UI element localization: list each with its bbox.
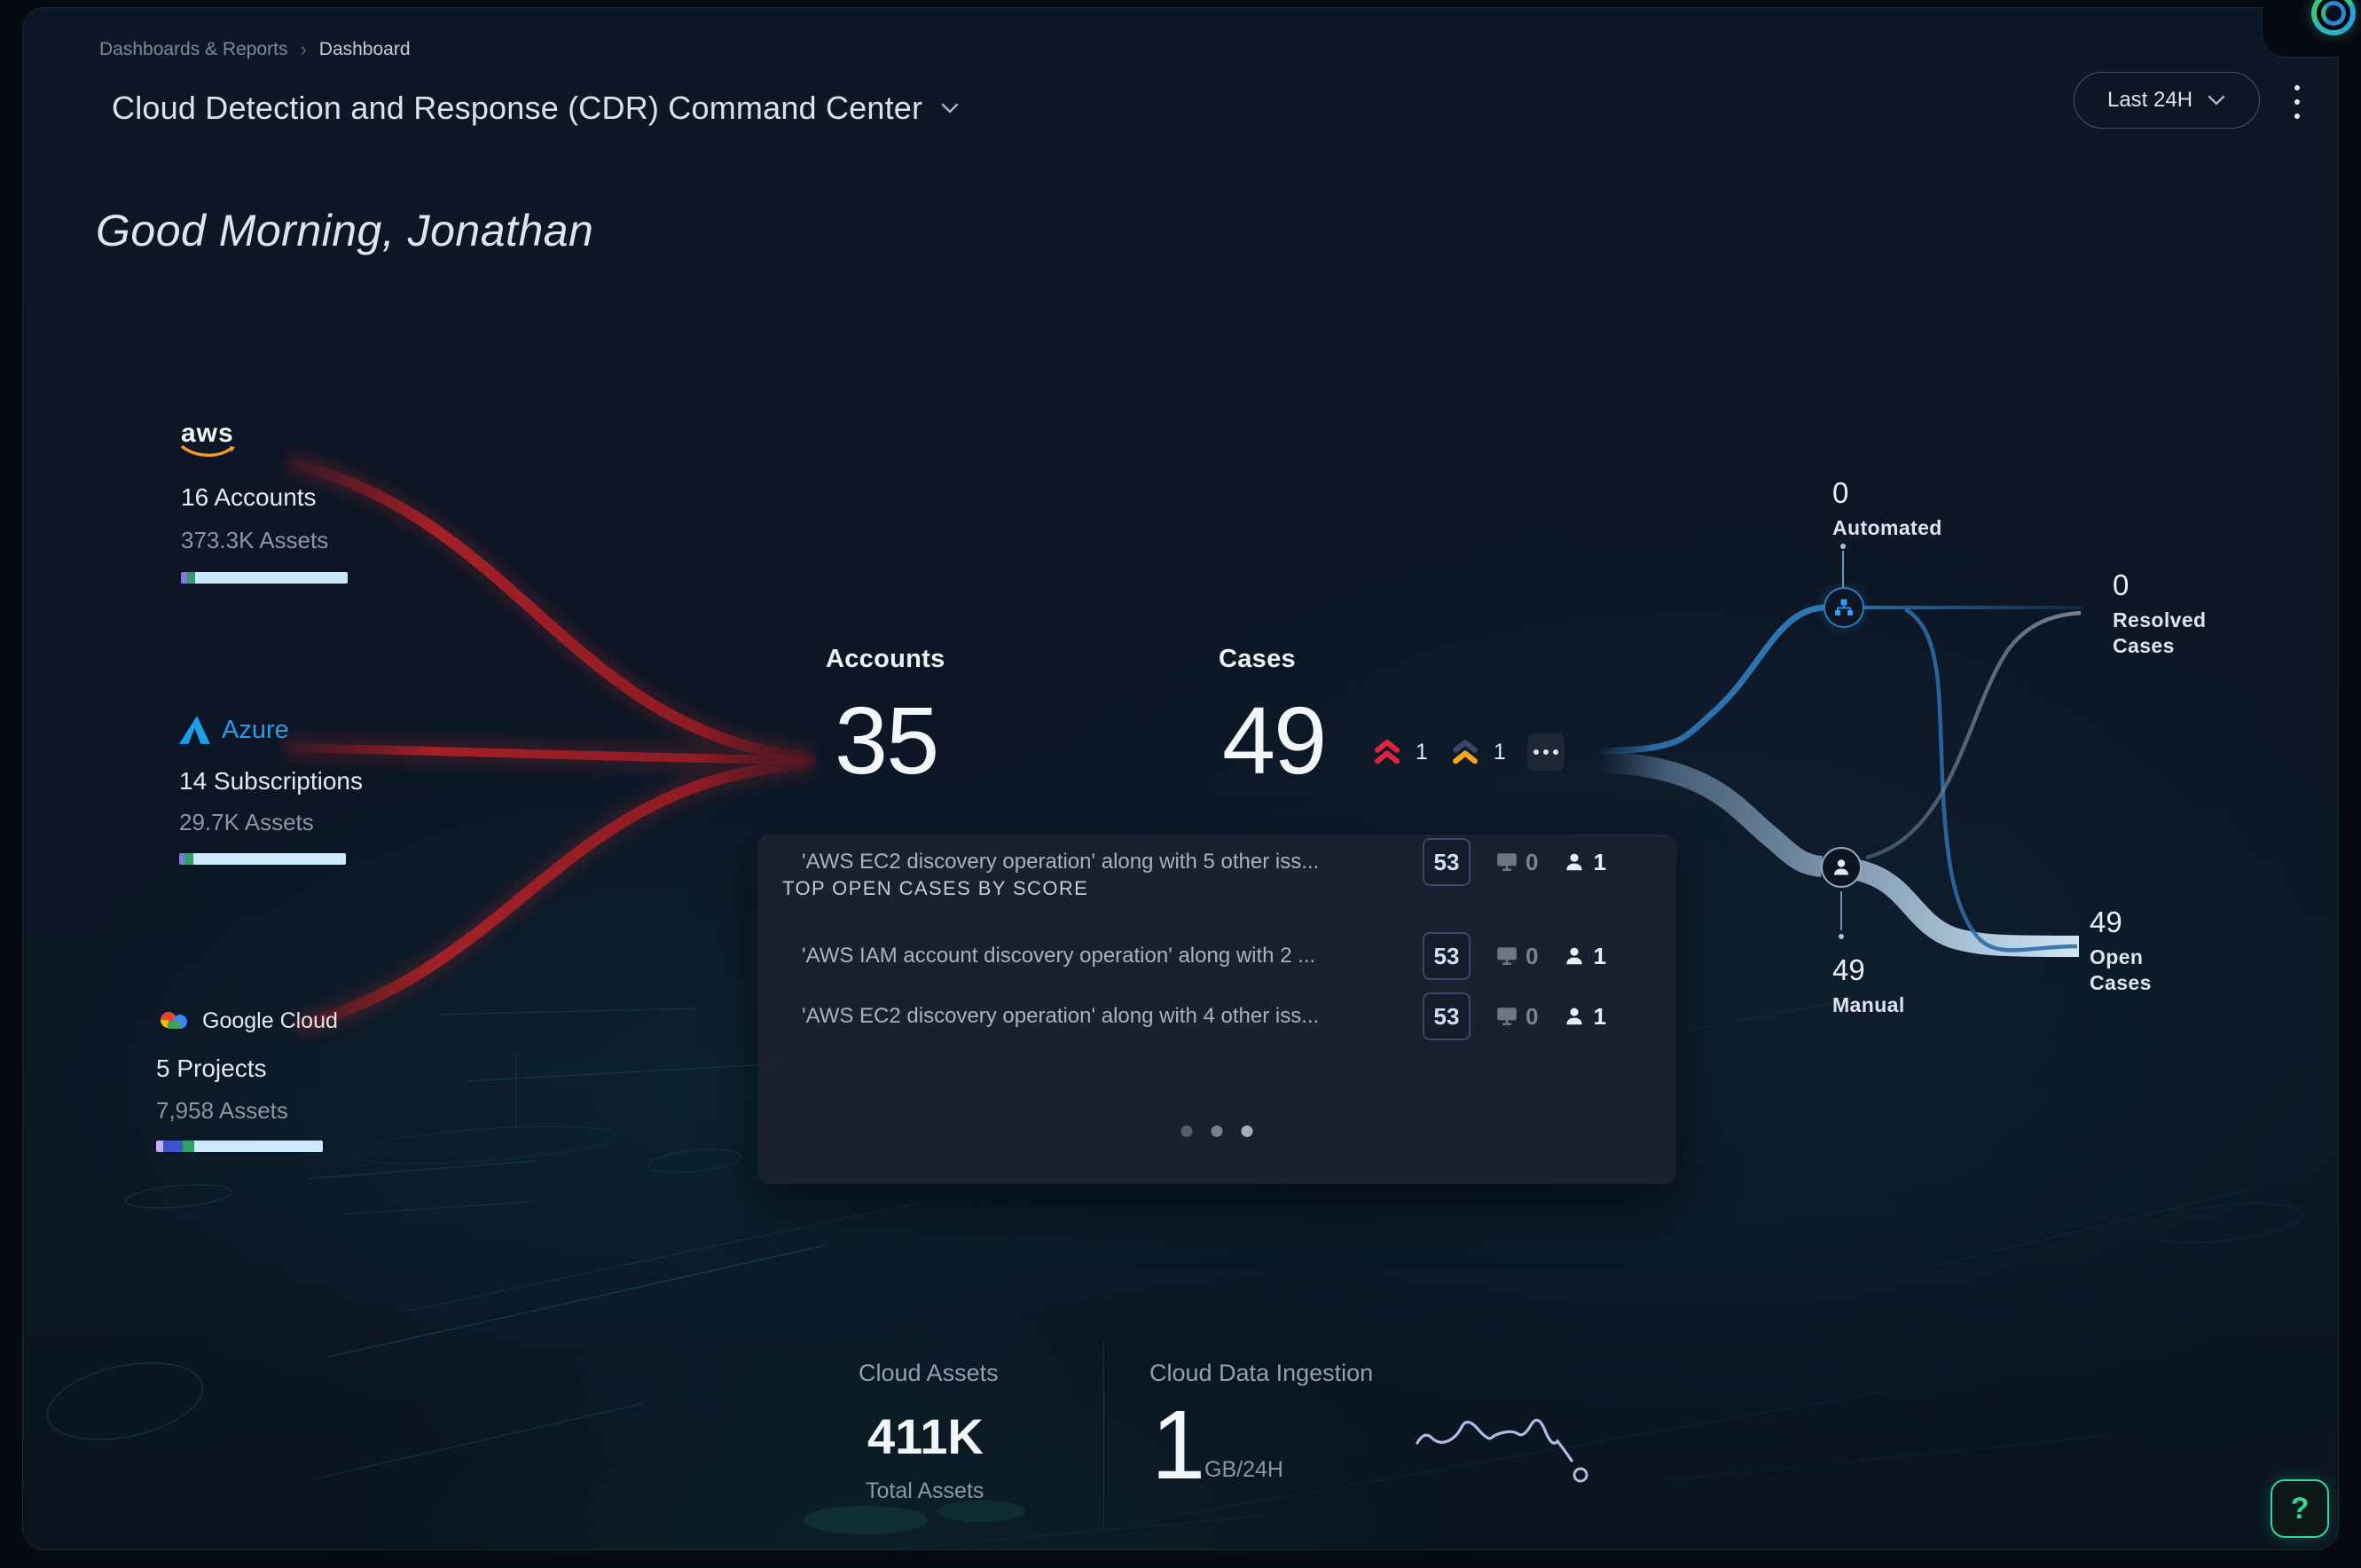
monitor-icon (1497, 853, 1517, 871)
accounts-value: 35 (835, 686, 939, 794)
case-score-badge: 53 (1423, 992, 1471, 1040)
google-cloud-icon (161, 1012, 187, 1029)
case-severity-badges: 1 1 (1371, 733, 1565, 771)
person-icon (1834, 859, 1848, 875)
more-options-menu[interactable] (2286, 79, 2308, 125)
page-title: Cloud Detection and Response (CDR) Comma… (112, 90, 923, 126)
brand-rings-logo (2304, 0, 2361, 43)
time-range-selector[interactable]: Last 24H (2074, 72, 2260, 129)
provider-card-azure[interactable]: Azure 14 Subscriptions 29.7K Assets (179, 709, 410, 865)
person-icon (1566, 1007, 1583, 1025)
top-open-cases-title: TOP OPEN CASES BY SCORE (782, 877, 1089, 899)
greeting-text: Good Morning, Jonathan (96, 206, 594, 255)
manual-node (1821, 847, 1862, 888)
cloud-assets-title: Cloud Assets (859, 1360, 999, 1386)
chevron-down-icon (2208, 95, 2225, 106)
resolved-cases-value: 0 (2113, 568, 2130, 601)
gcp-projects-count: 5 Projects (156, 1054, 267, 1082)
monitor-icon (1497, 947, 1517, 965)
automated-value: 0 (1832, 476, 1849, 509)
cases-value: 49 (1222, 686, 1327, 794)
cloud-assets-caption: Total Assets (866, 1478, 984, 1503)
manual-value: 49 (1832, 953, 1865, 986)
case-alerts-count: 0 (1526, 848, 1539, 875)
case-row[interactable]: 'AWS EC2 discovery operation' along with… (779, 989, 1655, 1044)
high-count: 1 (1493, 739, 1506, 764)
footer-divider (1103, 1340, 1104, 1528)
aws-assets-count: 373.3K Assets (181, 527, 329, 553)
dashboard-title-row[interactable]: Cloud Detection and Response (CDR) Comma… (112, 90, 960, 127)
case-assignees-count: 1 (1593, 848, 1606, 875)
google-cloud-logo: Google Cloud (156, 1000, 387, 1042)
aws-smile-icon (181, 444, 235, 457)
azure-logo-text: Azure (222, 715, 289, 744)
azure-triangle-icon (179, 716, 210, 744)
pagination-dot[interactable] (1241, 1125, 1253, 1137)
case-name: 'AWS EC2 discovery operation' along with… (802, 1004, 1320, 1028)
person-icon (1566, 947, 1583, 965)
pagination-dot[interactable] (1180, 1125, 1193, 1137)
severity-high-icon (1452, 740, 1478, 764)
azure-subscriptions-count: 14 Subscriptions (179, 767, 364, 795)
provider-card-aws[interactable]: aws 16 Accounts 373.3K Assets (181, 418, 412, 584)
ingestion-value: 1 (1151, 1391, 1206, 1500)
automated-label: Automated (1832, 516, 1942, 539)
case-row[interactable]: 'AWS IAM account discovery operation' al… (779, 929, 1655, 984)
automated-node (1824, 587, 1864, 628)
open-cases-label: Open Cases (2090, 945, 2152, 994)
case-assignees-count: 1 (1593, 1002, 1606, 1030)
case-alerts-count: 0 (1526, 1002, 1539, 1030)
case-score-badge: 53 (1423, 932, 1471, 980)
provider-card-google-cloud[interactable]: Google Cloud 5 Projects 7,958 Assets (156, 1000, 387, 1152)
aws-logo: aws (181, 418, 412, 464)
dashboard-panel: Dashboards & Reports › Dashboard Cloud D… (22, 7, 2339, 1550)
top-open-cases-card: TOP OPEN CASES BY SCORE 'AWS EC2 discove… (757, 835, 1676, 1184)
ingestion-unit: GB/24H (1204, 1457, 1283, 1482)
stem-line (1842, 551, 1844, 588)
google-cloud-logo-text: Google Cloud (202, 1007, 338, 1033)
stem-dot (1839, 934, 1844, 939)
breadcrumb-current[interactable]: Dashboard (318, 39, 411, 59)
aws-assets-bar (181, 572, 348, 584)
breadcrumb-parent[interactable]: Dashboards & Reports (99, 39, 288, 59)
accounts-label: Accounts (826, 645, 945, 673)
azure-assets-count: 29.7K Assets (179, 809, 314, 835)
open-cases-value: 49 (2090, 906, 2122, 938)
cases-label: Cases (1219, 645, 1296, 673)
azure-assets-bar (179, 853, 346, 865)
case-row[interactable]: 'AWS EC2 discovery operation' along with… (779, 835, 1655, 890)
stem-dot (1840, 544, 1846, 549)
stem-line (1840, 891, 1842, 930)
more-severities-button[interactable] (1526, 733, 1565, 771)
breadcrumb: Dashboards & Reports › Dashboard (99, 38, 411, 61)
azure-logo: Azure (179, 709, 410, 751)
ingestion-title: Cloud Data Ingestion (1149, 1360, 1374, 1386)
glow-accents (804, 1501, 1025, 1534)
case-name: 'AWS IAM account discovery operation' al… (802, 944, 1316, 968)
ingestion-sparkline (1416, 1418, 1588, 1483)
case-alerts-count: 0 (1526, 942, 1539, 969)
monitor-icon (1497, 1007, 1517, 1025)
severity-critical-icon (1375, 740, 1400, 764)
manual-label: Manual (1832, 993, 1905, 1016)
gcp-assets-count: 7,958 Assets (156, 1097, 288, 1124)
cloud-assets-value: 411K (867, 1408, 984, 1464)
pagination-dot[interactable] (1211, 1125, 1223, 1137)
automation-sitemap-icon (1835, 599, 1853, 615)
time-range-label: Last 24H (2106, 88, 2193, 112)
person-icon (1566, 853, 1583, 871)
carousel-pagination (1180, 1125, 1253, 1137)
aws-logo-text: aws (181, 418, 234, 448)
gcp-assets-bar (156, 1141, 323, 1152)
case-name: 'AWS EC2 discovery operation' along with… (802, 850, 1320, 874)
aws-accounts-count: 16 Accounts (181, 483, 317, 511)
resolved-cases-label: Resolved Cases (2113, 608, 2207, 657)
help-button[interactable]: ? (2271, 1479, 2329, 1538)
case-score-badge: 53 (1423, 838, 1471, 886)
chevron-down-icon[interactable] (940, 102, 960, 114)
case-assignees-count: 1 (1593, 942, 1606, 969)
critical-count: 1 (1416, 739, 1428, 764)
breadcrumb-chevron-icon: › (300, 38, 307, 60)
